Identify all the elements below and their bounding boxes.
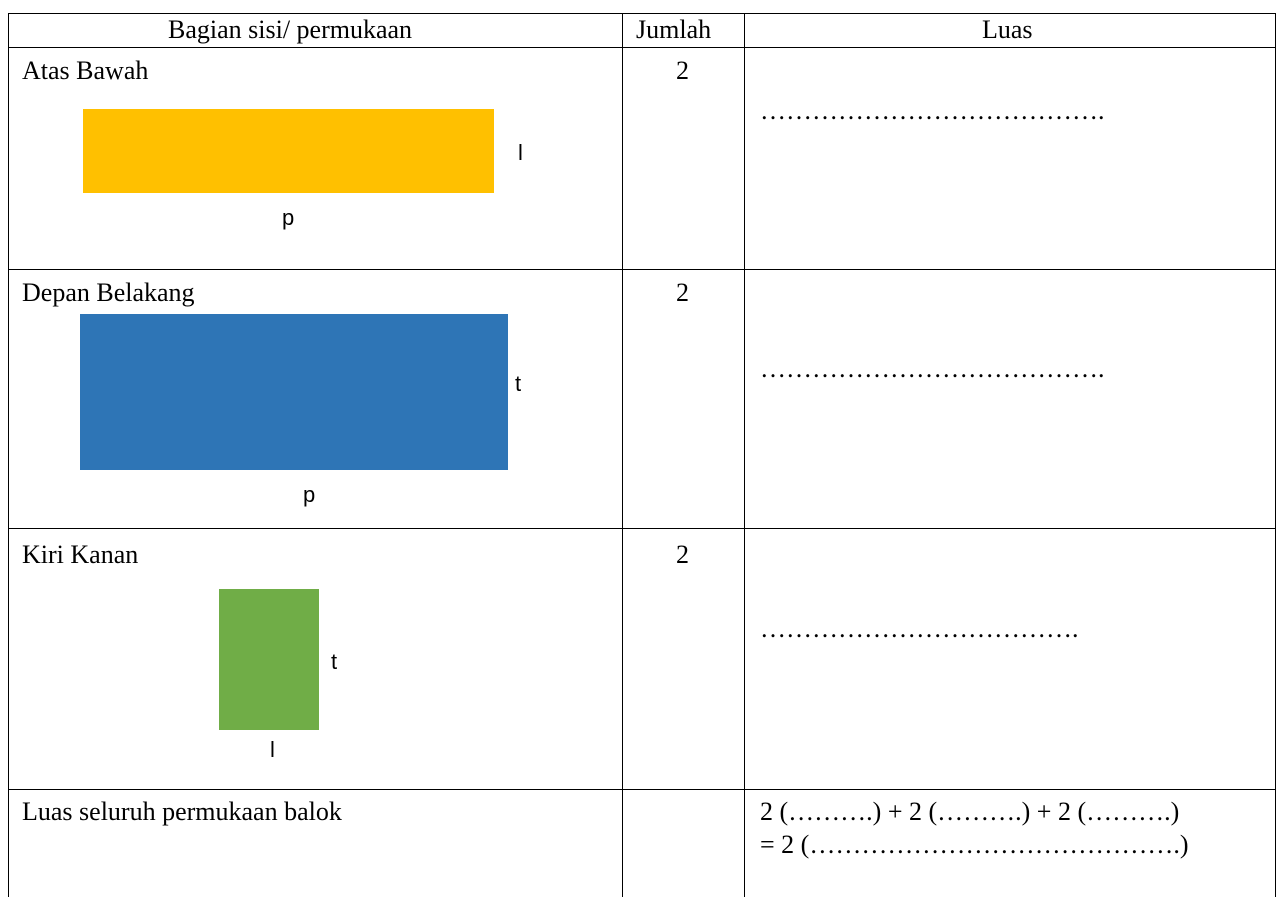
height-label: t [515,371,522,396]
front-back-rectangle [80,314,508,470]
area-answer-blank: ………………………………. [760,614,1079,643]
left-right-rectangle [219,589,319,730]
header-jumlah: Jumlah [636,15,712,44]
row-label: Depan Belakang [22,278,195,307]
width-label: l [270,737,275,762]
row-count: 2 [676,540,689,569]
row-label: Kiri Kanan [22,540,139,569]
row-divider-1 [8,269,1276,270]
header-bagian: Bagian sisi/ permukaan [168,15,413,44]
total-label: Luas seluruh permukaan balok [22,797,342,826]
length-label: p [303,482,316,507]
row-count: 2 [676,56,689,85]
top-bottom-rectangle [83,109,494,193]
area-answer-blank: …………………………………. [760,96,1105,125]
table-border-top [8,13,1276,14]
total-formula-line2: = 2 (…………………………………….) [760,830,1189,859]
length-label: p [282,205,295,230]
table-border-right [1275,13,1276,897]
row-count: 2 [676,278,689,307]
row-divider-2 [8,528,1276,529]
area-answer-blank: …………………………………. [760,354,1105,383]
table-header-divider [8,47,1276,48]
header-luas: Luas [982,15,1033,44]
row-label: Atas Bawah [22,56,149,85]
table-border-left [8,13,9,897]
column-divider-1 [622,13,623,897]
column-divider-2 [744,13,745,897]
height-label: t [331,649,338,674]
row-divider-3 [8,789,1276,790]
width-label: l [518,140,523,165]
total-formula-line1: 2 (……….) + 2 (……….) + 2 (……….) [760,797,1180,826]
